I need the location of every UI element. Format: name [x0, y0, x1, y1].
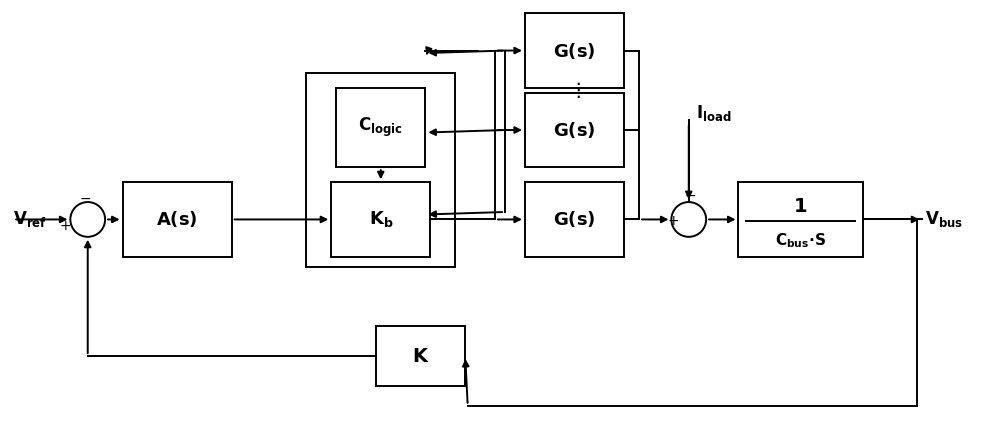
Bar	[525, 93, 624, 167]
Bar	[525, 14, 624, 88]
Bar	[331, 182, 430, 257]
Text: $\mathbf{A(s)}$: $\mathbf{A(s)}$	[156, 209, 198, 230]
Bar	[336, 88, 425, 167]
Bar	[306, 73, 455, 267]
Text: $\mathbf{1}$: $\mathbf{1}$	[793, 197, 808, 216]
Bar	[738, 182, 863, 257]
Bar	[525, 182, 624, 257]
Text: $\mathbf{K}$: $\mathbf{K}$	[412, 346, 429, 365]
Circle shape	[70, 202, 105, 237]
Text: $\mathbf{V_{bus}}$: $\mathbf{V_{bus}}$	[925, 209, 963, 230]
Text: $\mathbf{K_b}$: $\mathbf{K_b}$	[369, 209, 393, 230]
Text: $\mathbf{V_{ref}}$: $\mathbf{V_{ref}}$	[13, 209, 47, 230]
Bar	[123, 182, 232, 257]
Text: $\mathbf{G(s)}$: $\mathbf{G(s)}$	[553, 41, 596, 61]
Text: $\mathbf{G(s)}$: $\mathbf{G(s)}$	[553, 209, 596, 230]
Text: $\mathbf{I_{load}}$: $\mathbf{I_{load}}$	[696, 103, 732, 123]
Text: $+$: $+$	[59, 219, 71, 233]
Bar	[376, 326, 465, 386]
Text: $\mathbf{C_{logic}}$: $\mathbf{C_{logic}}$	[358, 116, 403, 139]
Text: $\mathbf{C_{bus}{\cdot}S}$: $\mathbf{C_{bus}{\cdot}S}$	[775, 231, 826, 250]
Text: $\mathbf{G(s)}$: $\mathbf{G(s)}$	[553, 120, 596, 140]
Text: $-$: $-$	[684, 188, 697, 202]
Text: $+$: $+$	[667, 214, 679, 228]
Text: $-$: $-$	[79, 191, 91, 205]
Text: $\vdots$: $\vdots$	[568, 80, 581, 100]
Circle shape	[671, 202, 706, 237]
